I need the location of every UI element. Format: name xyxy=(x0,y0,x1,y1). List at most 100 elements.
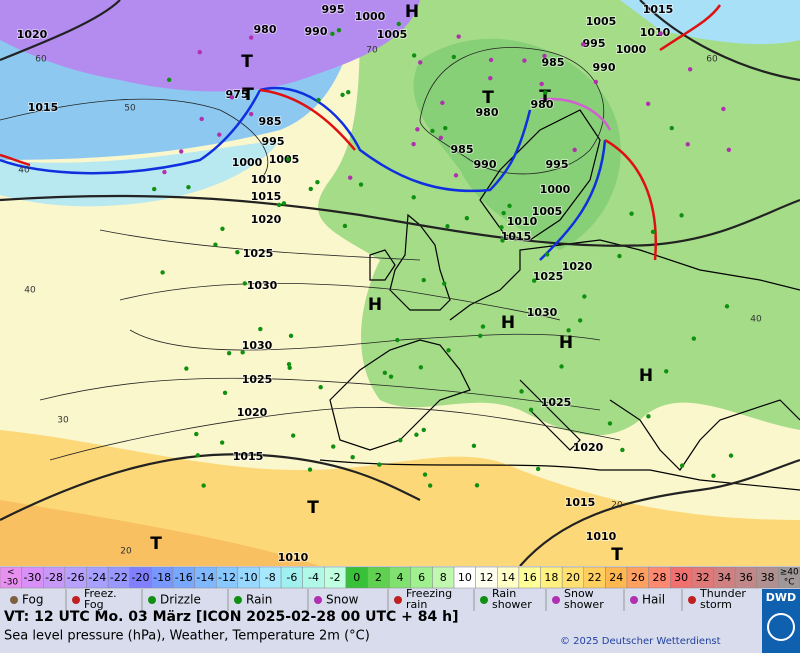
legend-icon xyxy=(314,596,322,604)
legend-icon xyxy=(234,596,242,604)
weather-symbol xyxy=(499,225,504,230)
weather-symbol xyxy=(438,135,444,141)
legend-label: Snow xyxy=(564,587,594,600)
weather-symbol xyxy=(199,116,204,122)
weather-symbol xyxy=(620,447,625,453)
weather-symbol xyxy=(307,467,313,472)
temperature-label: 20 xyxy=(120,547,132,557)
isobar-label: 1015 xyxy=(501,230,532,243)
weather-symbol xyxy=(166,77,172,83)
warm-front xyxy=(0,153,31,167)
weather-legend: Fog Freez.Fog Drizzle Rain Snow FreezingrainR… xyxy=(10,587,746,611)
temperature-label: 40 xyxy=(750,315,762,325)
weather-symbol xyxy=(528,407,534,413)
scale-label: 4 xyxy=(397,571,404,584)
weather-symbol xyxy=(258,326,263,332)
weather-symbol xyxy=(411,141,416,147)
weather-symbol xyxy=(500,238,505,243)
isobar-label: 1025 xyxy=(533,270,564,283)
weather-symbol xyxy=(415,127,420,132)
isobar-label: 1025 xyxy=(243,247,274,260)
weather-symbol xyxy=(315,179,320,185)
isobar-label: 1030 xyxy=(247,279,278,292)
isobar-label: 1010 xyxy=(251,173,282,186)
weather-symbol xyxy=(531,278,537,283)
scale-label: -28 xyxy=(45,571,63,584)
temperature-label: 70 xyxy=(366,46,378,56)
africa-coast xyxy=(319,459,800,491)
cold-front xyxy=(539,139,607,261)
legend-label: storm xyxy=(700,598,732,611)
weather-symbol xyxy=(162,169,167,175)
weather-symbol xyxy=(443,125,448,131)
weather-symbol xyxy=(346,89,351,95)
logo: DWD xyxy=(766,591,796,604)
weather-symbol xyxy=(474,483,480,488)
weather-symbol xyxy=(646,414,651,419)
british-isles xyxy=(389,213,451,311)
weather-symbol xyxy=(679,463,685,468)
weather-symbol xyxy=(545,252,550,257)
green-dark xyxy=(413,38,621,250)
scale-label: -10 xyxy=(240,571,258,584)
isobar-label: 1020 xyxy=(573,441,604,454)
weather-symbol xyxy=(288,333,294,339)
weather-symbol xyxy=(566,328,571,333)
weather-symbol xyxy=(430,128,435,134)
weather-symbol xyxy=(507,203,512,209)
logo-emblem xyxy=(767,613,795,641)
scandinavia xyxy=(479,109,601,241)
isobar-label: 1015 xyxy=(28,101,59,114)
legend-icon xyxy=(394,596,402,604)
pressure-center: T xyxy=(241,52,253,72)
coastlines xyxy=(319,109,800,491)
isobar-label: 1010 xyxy=(586,530,617,543)
weather-symbol xyxy=(543,90,548,95)
isobar-label: 1020 xyxy=(237,406,268,419)
isobar-label: 1020 xyxy=(562,260,593,273)
weather-symbol xyxy=(197,49,202,55)
isobar-label: 1030 xyxy=(527,306,558,319)
weather-symbol xyxy=(582,294,587,299)
isobar-label: 1010 xyxy=(640,26,671,39)
scale-label: -12 xyxy=(218,571,236,584)
scale-label: -4 xyxy=(308,571,319,584)
isobars xyxy=(0,0,800,567)
isobar-label: 990 xyxy=(474,158,497,171)
weather-symbol xyxy=(488,57,494,63)
scale-label: 10 xyxy=(458,571,472,584)
weather-symbol xyxy=(451,54,457,60)
scale-label: 18 xyxy=(544,571,558,584)
scale-label: 6 xyxy=(418,571,425,584)
scale-label: -16 xyxy=(175,571,193,584)
temperature-label: 40 xyxy=(24,286,36,296)
scale-label: 16 xyxy=(523,571,537,584)
weather-symbol xyxy=(418,365,424,370)
weather-symbol xyxy=(577,318,583,323)
weather-symbol xyxy=(414,432,419,437)
weather-symbol xyxy=(664,369,669,374)
legend-label: Freez. xyxy=(84,587,117,600)
weather-symbol xyxy=(726,147,732,152)
scale-label: 22 xyxy=(588,571,602,584)
weather-symbol xyxy=(440,100,445,106)
scale-label: 12 xyxy=(479,571,493,584)
pressure-center: T xyxy=(611,545,623,565)
isobar-label: 1015 xyxy=(251,190,282,203)
weather-symbol xyxy=(235,249,240,255)
weather-symbol xyxy=(421,277,426,283)
scale-label: -30 xyxy=(3,578,18,588)
isobar-label: 990 xyxy=(593,61,616,74)
weather-symbol xyxy=(535,466,541,472)
isobar-label: 1010 xyxy=(507,215,538,228)
isobar-label: 1000 xyxy=(232,156,263,169)
weather-symbol xyxy=(330,31,335,37)
weather-symbol xyxy=(220,226,225,231)
weather-symbol xyxy=(522,58,527,63)
weather-symbol xyxy=(160,270,165,275)
isobar-label: 1025 xyxy=(242,373,273,386)
isobar-label: 990 xyxy=(305,25,328,38)
legend-icon xyxy=(148,596,156,604)
scale-label: 32 xyxy=(696,571,710,584)
